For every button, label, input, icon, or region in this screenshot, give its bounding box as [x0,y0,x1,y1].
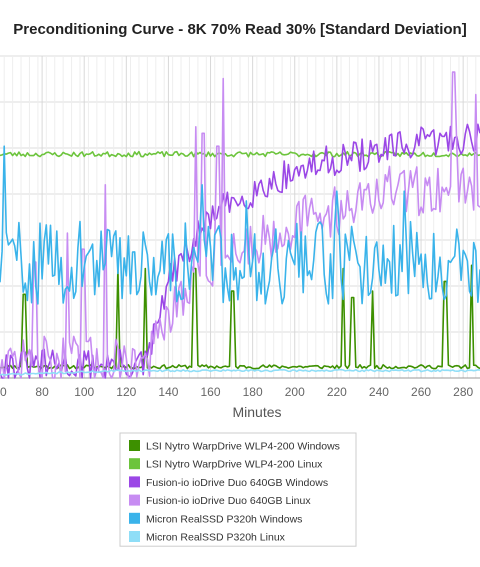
x-tick-label: 160 [201,385,221,399]
x-tick-label: 120 [116,385,136,399]
x-axis-label: Minutes [232,404,281,420]
series-line-fusion-io-iodrive-duo-640gb-linux [0,71,480,379]
x-tick-label: 140 [158,385,178,399]
legend-swatch [129,476,140,488]
x-tick-label: 260 [411,385,431,399]
legend-label: Micron RealSSD P320h Linux [146,532,286,544]
x-tick-label: 220 [327,385,347,399]
x-tick-label: 180 [243,385,263,399]
legend-swatch [129,494,140,506]
legend-swatch [129,440,140,451]
series-line-micron-realssd-p320h-windows [0,145,480,305]
x-tick-label: 280 [453,385,473,399]
legend-label: Micron RealSSD P320h Windows [146,513,302,525]
x-tick-label: 100 [74,385,94,399]
legend-label: LSI Nytro WarpDrive WLP4-200 Windows [146,441,340,453]
plot-area: 80 100 120 140 160 180 200 220 240 260 280 60 [0,55,480,399]
series-line-lsi-nytro-warpdrive-wlp4-200-linux [0,150,480,158]
x-tick-label: 60 [0,385,7,399]
legend-swatch [129,458,140,470]
x-tick-label: 200 [285,385,305,399]
series-line-micron-realssd-p320h-linux [0,368,480,376]
legend: LSI Nytro WarpDrive WLP4-200 Windows LSI … [119,432,357,547]
x-tick-label: 80 [35,385,49,399]
chart-title: Preconditioning Curve - 8K 70% Read 30% … [13,21,466,38]
legend-swatch [129,531,140,542]
legend-label: LSI Nytro WarpDrive WLP4-200 Linux [146,459,323,471]
legend-label: Fusion-io ioDrive Duo 640GB Linux [146,495,311,507]
legend-box [119,432,357,547]
legend-label: Fusion-io ioDrive Duo 640GB Windows [146,477,328,489]
legend-swatch [129,512,140,524]
x-tick-label: 240 [369,385,389,399]
